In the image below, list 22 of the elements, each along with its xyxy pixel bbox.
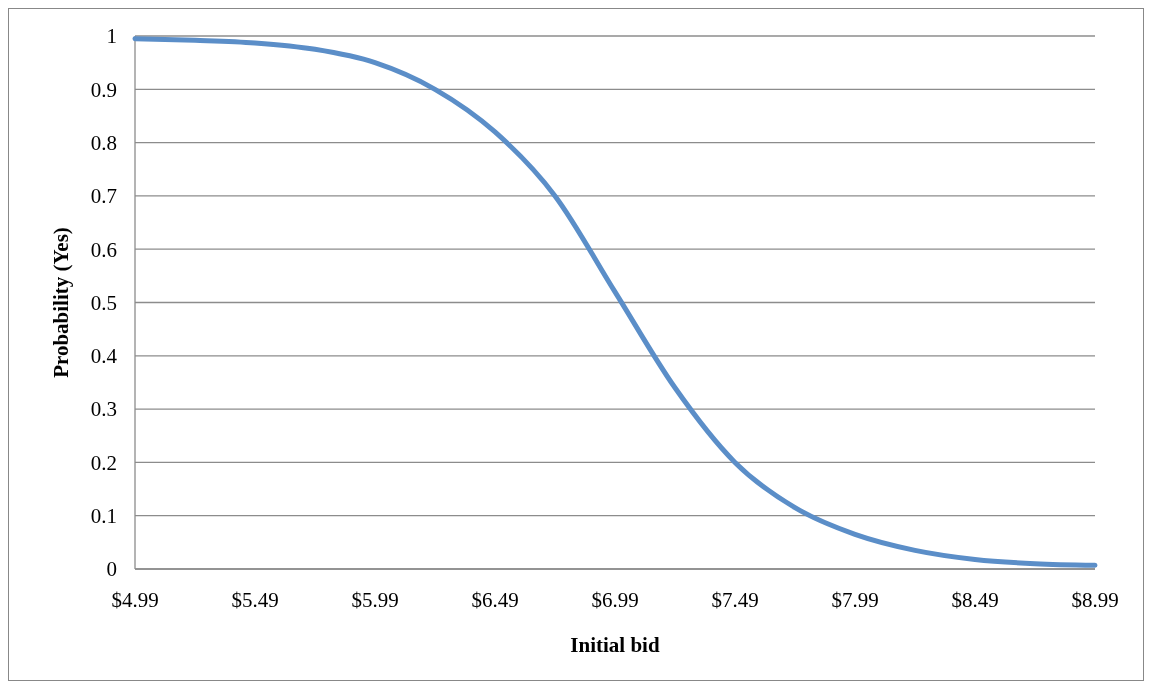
y-tick-label: 0.1 xyxy=(90,504,117,529)
y-axis-title: Probability (Yes) xyxy=(49,227,73,378)
y-tick-label: 0.4 xyxy=(90,344,118,369)
y-tick-label: 0.7 xyxy=(90,184,117,209)
x-tick-label: $6.49 xyxy=(471,588,519,612)
y-tick-label: 0.9 xyxy=(90,77,117,102)
y-tick-label: 0 xyxy=(106,557,117,582)
y-tick-label: 0.5 xyxy=(90,290,117,315)
x-tick-label: $6.99 xyxy=(591,588,639,612)
y-tick-label: 0.3 xyxy=(90,397,117,422)
y-tick-label: 0.6 xyxy=(90,237,117,262)
y-tick-label: 1 xyxy=(106,24,117,49)
x-tick-label: $7.49 xyxy=(711,588,759,612)
x-tick-label: $8.49 xyxy=(951,588,999,612)
y-tick-label: 0.8 xyxy=(90,130,117,155)
x-tick-label: $5.99 xyxy=(351,588,399,612)
x-tick-label: $4.99 xyxy=(111,588,159,612)
y-tick-label: 0.2 xyxy=(90,450,117,475)
x-tick-label: $5.49 xyxy=(231,588,279,612)
x-tick-label: $8.99 xyxy=(1071,588,1119,612)
x-tick-label: $7.99 xyxy=(831,588,879,612)
x-axis-title: Initial bid xyxy=(570,633,660,657)
